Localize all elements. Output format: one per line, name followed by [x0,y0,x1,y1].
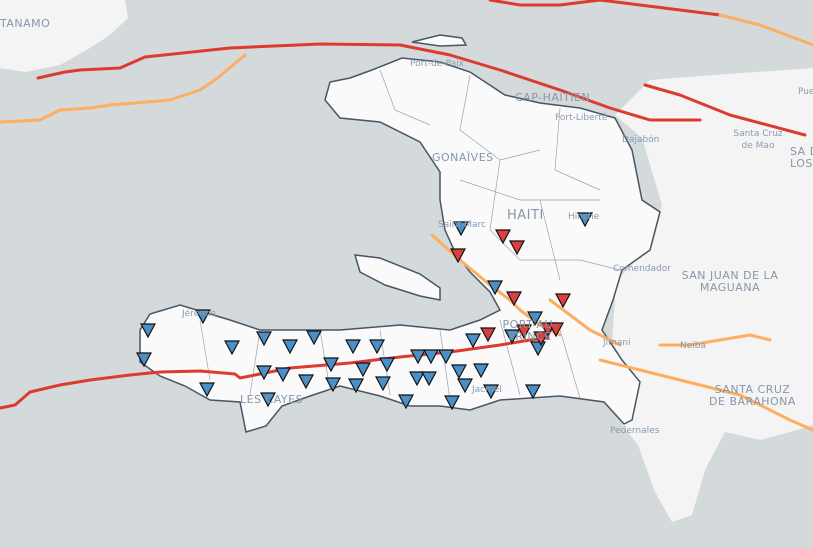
label-fort-liberte: Fort-Liberté [555,113,608,123]
station-marker-blue[interactable] [274,367,292,383]
label-puerto-plata: Pue [798,87,813,97]
minor-fault-line [598,358,813,432]
station-marker-blue[interactable] [194,309,212,325]
station-marker-blue[interactable] [344,339,362,355]
tortuga-island [411,34,468,47]
label-santa-cruz-de-mao: Santa Cruz de Mao [733,129,783,151]
station-marker-blue[interactable] [397,394,415,410]
station-marker-red[interactable] [494,229,512,245]
major-fault-line [36,42,702,122]
station-marker-blue[interactable] [139,323,157,339]
station-marker-red[interactable] [532,331,550,347]
label-les-cayes: LES CAYES [240,393,304,406]
seismic-stations [135,212,594,411]
label-gonaives: GONAÏVES [432,151,494,164]
label-santiago: SA DE LOS C [790,145,813,170]
station-marker-blue[interactable] [437,349,455,365]
station-marker-blue[interactable] [255,331,273,347]
station-marker-blue[interactable] [354,362,372,378]
station-marker-blue[interactable] [450,364,468,380]
station-marker-blue[interactable] [324,377,342,393]
station-marker-blue[interactable] [378,357,396,373]
label-barahona: SANTA CRUZ DE BARAHONA [709,383,796,408]
label-jimani: Jimani [603,338,631,348]
major-fault-line [0,336,550,410]
station-marker-red[interactable] [554,293,572,309]
label-pedernales: Pedernales [610,426,660,436]
station-marker-blue[interactable] [223,340,241,356]
station-marker-blue[interactable] [472,363,490,379]
label-hinche: Hinche [568,212,600,222]
station-marker-red[interactable] [449,248,467,264]
gonave-island [353,254,441,301]
minor-fault-line [658,333,772,347]
station-marker-blue[interactable] [368,339,386,355]
major-fault-line [488,0,722,17]
station-marker-blue[interactable] [305,330,323,346]
label-san-juan: SAN JUAN DE LA MAGUANA [681,269,779,294]
station-marker-blue[interactable] [374,376,392,392]
station-marker-red[interactable] [547,322,565,338]
station-marker-blue[interactable] [486,280,504,296]
major-fault-line [643,83,807,137]
station-marker-blue[interactable] [255,365,273,381]
station-marker-red[interactable] [508,240,526,256]
station-marker-blue[interactable] [524,384,542,400]
station-marker-red[interactable] [479,327,497,343]
minor-fault-line [0,53,247,124]
label-port-au-prince: PORT-AU-PRINCE [502,318,558,343]
label-jeremie: Jérémie [182,309,217,319]
cuba-landmass [0,0,128,72]
station-marker-blue[interactable] [408,371,426,387]
station-marker-blue[interactable] [503,329,521,345]
fault-lines [0,0,813,432]
station-marker-blue[interactable] [464,333,482,349]
label-dajabon: Dajabón [622,135,660,145]
label-jacmel: Jacmel [472,385,502,395]
station-marker-blue[interactable] [443,395,461,411]
minor-fault-line [718,13,813,47]
station-marker-blue[interactable] [281,339,299,355]
station-marker-blue[interactable] [409,349,427,365]
station-marker-red[interactable] [515,324,533,340]
label-haiti: HAITI [507,208,544,223]
station-marker-blue[interactable] [420,371,438,387]
label-port-de-paix: Port-de-Paix [410,59,464,69]
station-marker-blue[interactable] [297,374,315,390]
label-comendador: Comendador [613,264,671,274]
station-marker-blue[interactable] [482,384,500,400]
station-marker-blue[interactable] [198,382,216,398]
station-marker-blue[interactable] [259,392,277,408]
label-saint-marc: Saint-Marc [438,220,486,230]
station-marker-blue[interactable] [347,378,365,394]
station-marker-blue[interactable] [135,352,153,368]
label-neiba: Neiba [680,341,706,351]
station-marker-blue[interactable] [576,212,594,228]
label-guantanamo: TANAMO [0,17,51,30]
station-marker-red[interactable] [505,291,523,307]
station-marker-blue[interactable] [526,311,544,327]
minor-fault-line [430,233,562,337]
dominican-republic-landmass [612,68,813,522]
minor-fault-line [548,298,622,347]
station-marker-blue[interactable] [422,349,440,365]
station-marker-blue[interactable] [322,357,340,373]
label-cap-haitien: CAP-HAITIEN [515,91,591,104]
station-marker-blue[interactable] [456,378,474,394]
station-marker-blue[interactable] [452,221,470,237]
